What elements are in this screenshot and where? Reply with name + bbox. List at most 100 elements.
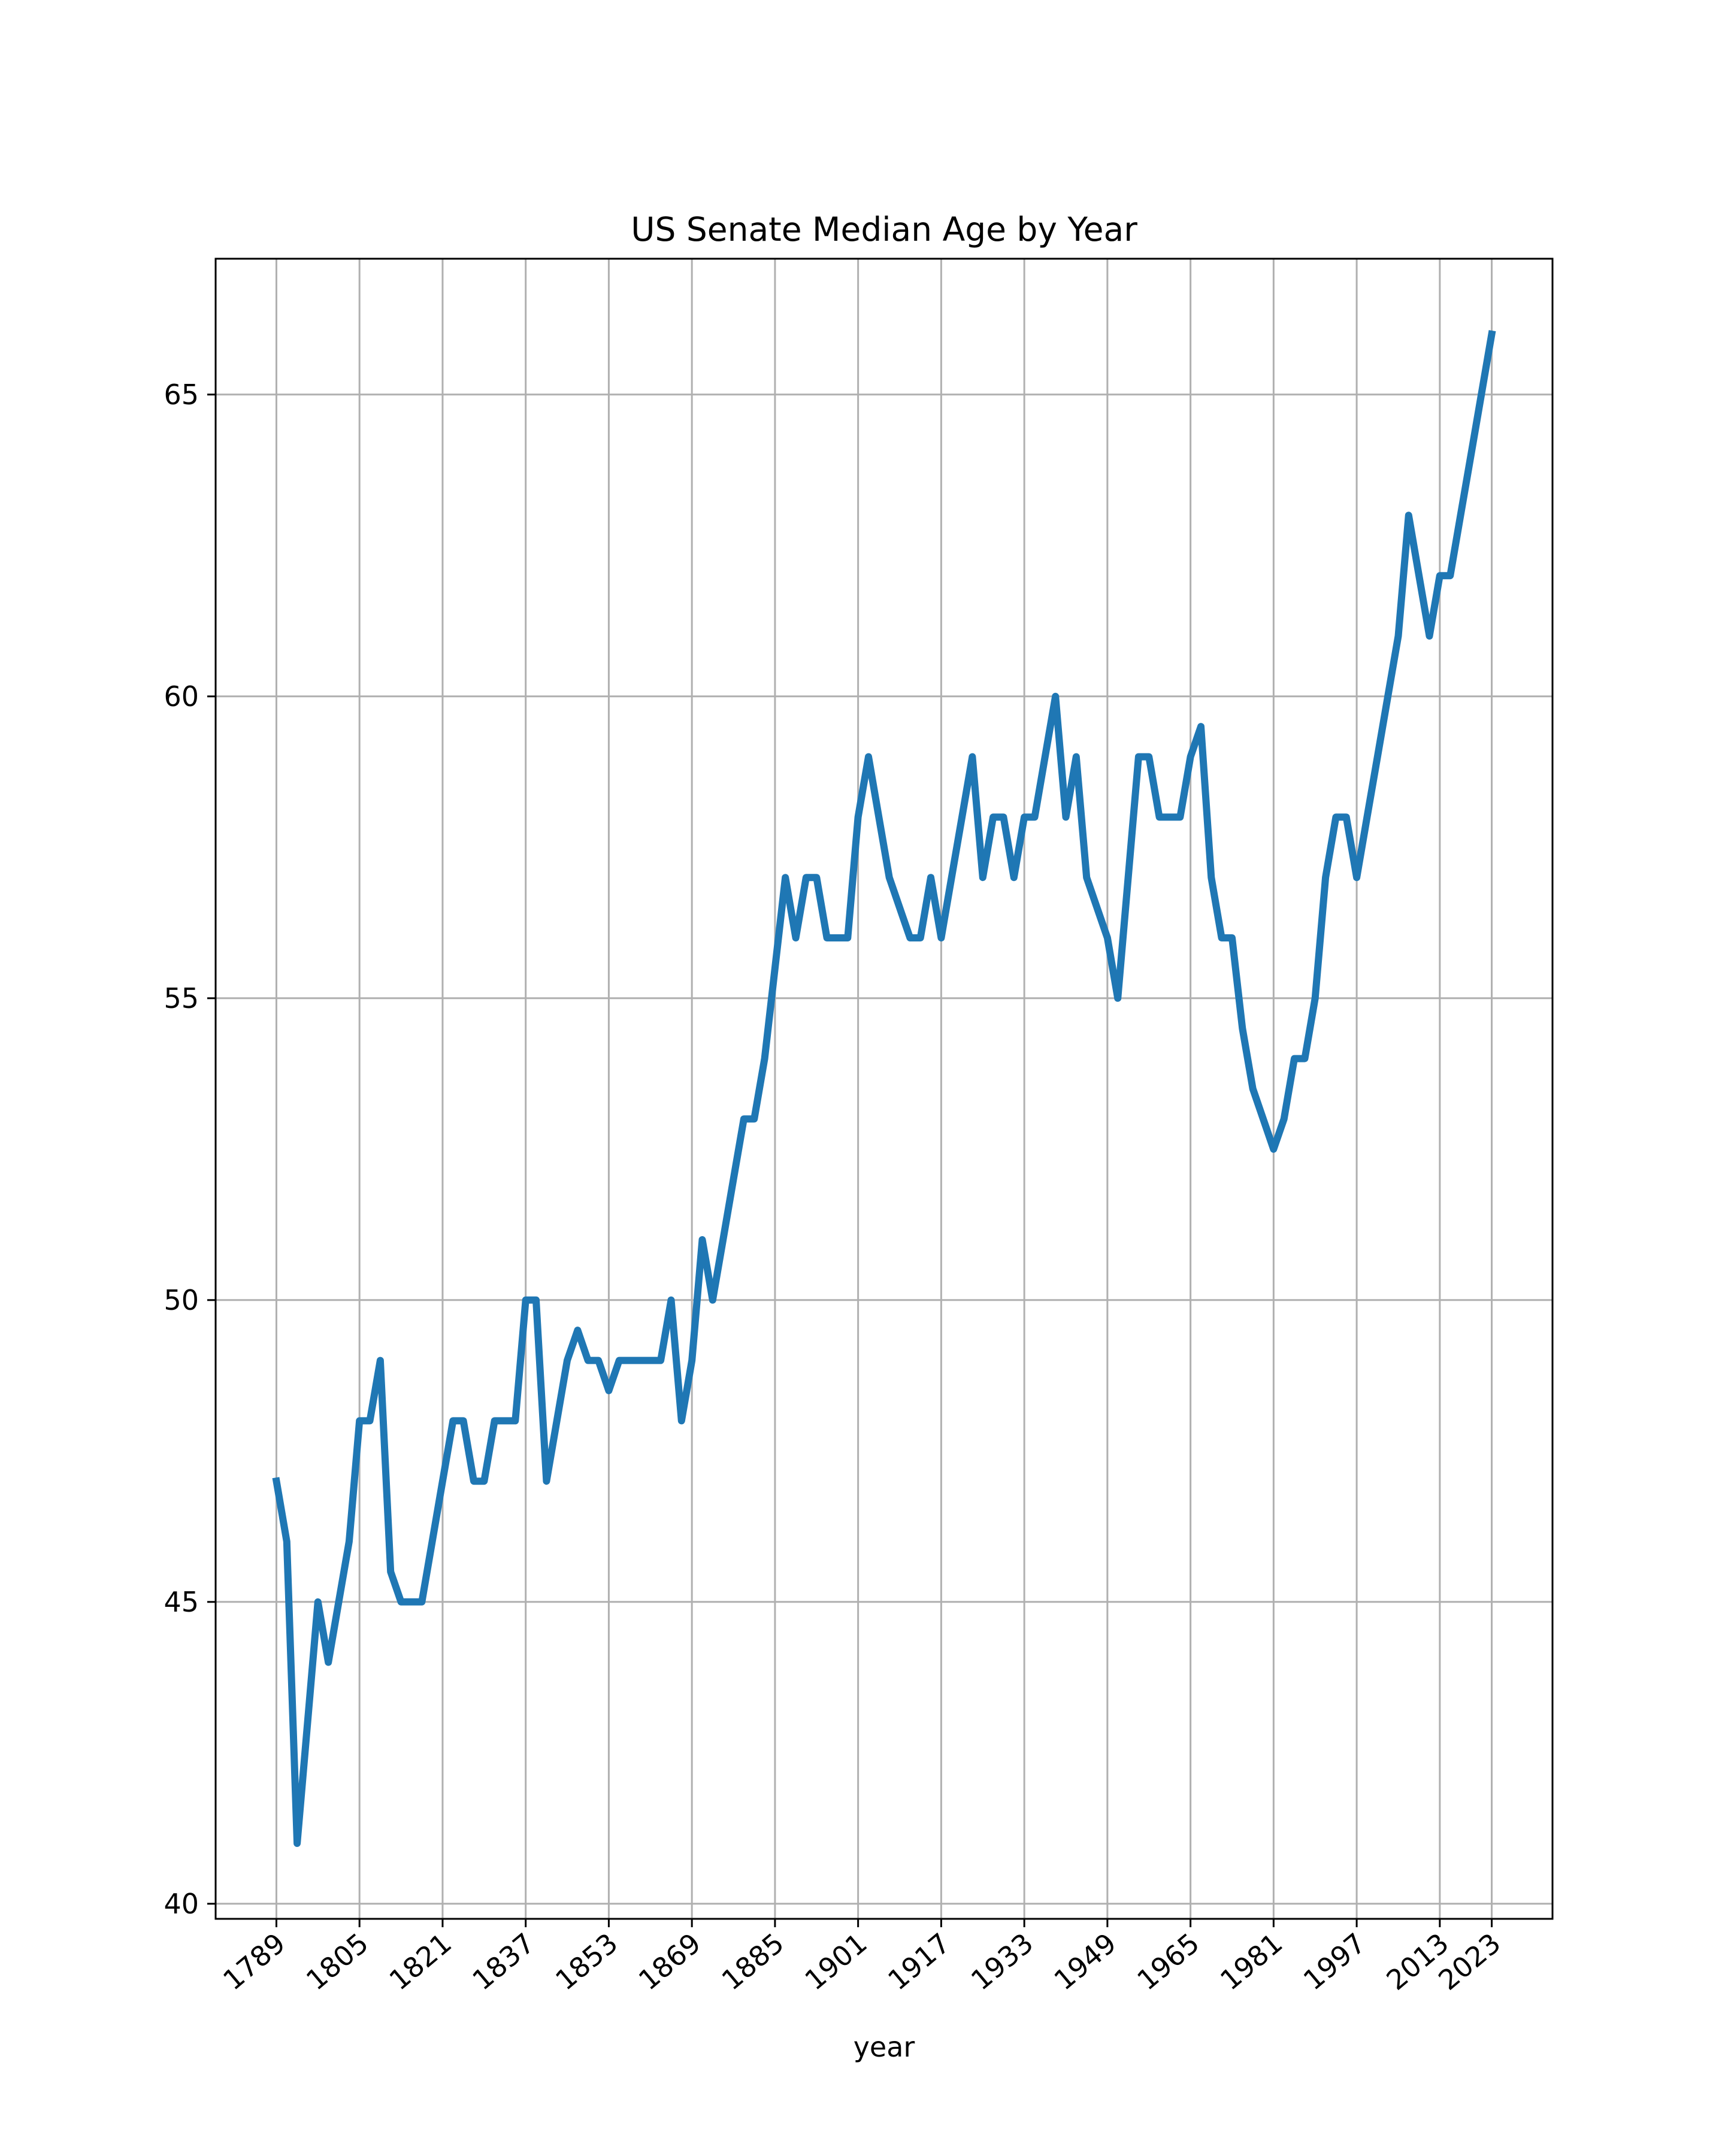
- data-point: [1086, 877, 1087, 878]
- data-point: [1024, 816, 1025, 817]
- data-point: [317, 1601, 319, 1603]
- data-point: [1034, 816, 1036, 817]
- data-point: [1418, 575, 1420, 576]
- data-point: [473, 1480, 474, 1482]
- data-point: [681, 1420, 682, 1421]
- data-point: [951, 877, 952, 878]
- data-point: [432, 1541, 433, 1542]
- data-point: [1066, 816, 1067, 817]
- data-point: [567, 1360, 568, 1361]
- data-point: [421, 1601, 422, 1603]
- data-point: [1273, 1149, 1274, 1150]
- data-point: [370, 1420, 371, 1421]
- data-point: [1190, 756, 1191, 758]
- y-tick-label: 65: [164, 378, 199, 411]
- data-point: [1076, 756, 1077, 758]
- data-point: [1470, 455, 1472, 456]
- data-point: [972, 756, 973, 758]
- data-point: [1242, 1028, 1243, 1029]
- data-point: [515, 1420, 516, 1421]
- data-point: [494, 1420, 495, 1421]
- data-point: [296, 1843, 298, 1844]
- data-point: [1429, 635, 1430, 637]
- data-point: [1117, 998, 1118, 999]
- data-point: [785, 877, 786, 878]
- data-point: [1221, 937, 1222, 938]
- data-point: [806, 877, 807, 878]
- data-point: [1148, 756, 1149, 758]
- data-point: [535, 1300, 537, 1301]
- y-tick-label: 60: [164, 680, 199, 713]
- data-point: [1325, 877, 1326, 878]
- data-point: [1346, 816, 1347, 817]
- data-point: [774, 967, 776, 968]
- data-point: [390, 1571, 391, 1572]
- data-point: [650, 1360, 651, 1361]
- y-tick-label: 50: [164, 1284, 199, 1316]
- data-point: [1263, 1118, 1264, 1119]
- data-point: [359, 1420, 360, 1421]
- data-point: [961, 816, 963, 817]
- data-point: [858, 816, 859, 817]
- data-point: [629, 1360, 630, 1361]
- data-point: [920, 937, 921, 938]
- data-point: [691, 1360, 692, 1361]
- data-point: [1304, 1058, 1305, 1059]
- data-point: [577, 1330, 578, 1331]
- data-point: [827, 937, 828, 938]
- data-point: [1315, 998, 1316, 999]
- data-point: [1045, 756, 1046, 758]
- data-point: [837, 937, 838, 938]
- y-axis-ticks: 40 45 50 55 60 65: [164, 378, 216, 1920]
- data-point: [1003, 816, 1004, 817]
- data-point: [764, 1058, 765, 1059]
- data-point: [878, 816, 879, 817]
- chart-title: US Senate Median Age by Year: [631, 210, 1137, 249]
- data-point: [1159, 816, 1160, 817]
- data-point: [753, 1118, 755, 1119]
- data-point: [899, 907, 900, 909]
- data-point: [1408, 514, 1409, 516]
- data-point: [504, 1420, 506, 1421]
- data-point: [1387, 696, 1388, 697]
- data-point: [1138, 756, 1139, 758]
- data-point: [1449, 575, 1451, 576]
- data-point: [743, 1118, 745, 1119]
- data-point: [1097, 907, 1098, 909]
- data-point: [847, 937, 848, 938]
- data-point: [1128, 877, 1129, 878]
- data-point: [411, 1601, 412, 1603]
- y-tick-label: 40: [164, 1888, 199, 1920]
- data-point: [992, 816, 994, 817]
- data-point: [1356, 877, 1357, 878]
- data-point: [712, 1300, 713, 1301]
- data-point: [1377, 756, 1378, 758]
- data-point: [1210, 877, 1212, 878]
- data-point: [816, 877, 817, 878]
- data-point: [795, 937, 797, 938]
- data-point: [349, 1541, 350, 1542]
- data-point: [909, 937, 910, 938]
- data-point: [930, 877, 931, 878]
- data-point: [401, 1601, 402, 1603]
- data-point: [639, 1360, 640, 1361]
- data-point: [276, 1480, 277, 1482]
- data-point: [1231, 937, 1233, 938]
- data-point: [1294, 1058, 1295, 1059]
- data-point: [982, 877, 983, 878]
- data-point: [1169, 816, 1170, 817]
- data-point: [328, 1662, 329, 1663]
- data-point: [1200, 726, 1202, 727]
- data-point: [608, 1390, 609, 1391]
- data-point: [940, 937, 942, 938]
- data-point: [1460, 514, 1461, 516]
- data-point: [380, 1360, 381, 1361]
- data-point: [525, 1300, 526, 1301]
- data-point: [483, 1480, 485, 1482]
- data-point: [660, 1360, 661, 1361]
- data-point: [1013, 877, 1015, 878]
- data-point: [702, 1239, 703, 1240]
- data-point: [452, 1420, 453, 1421]
